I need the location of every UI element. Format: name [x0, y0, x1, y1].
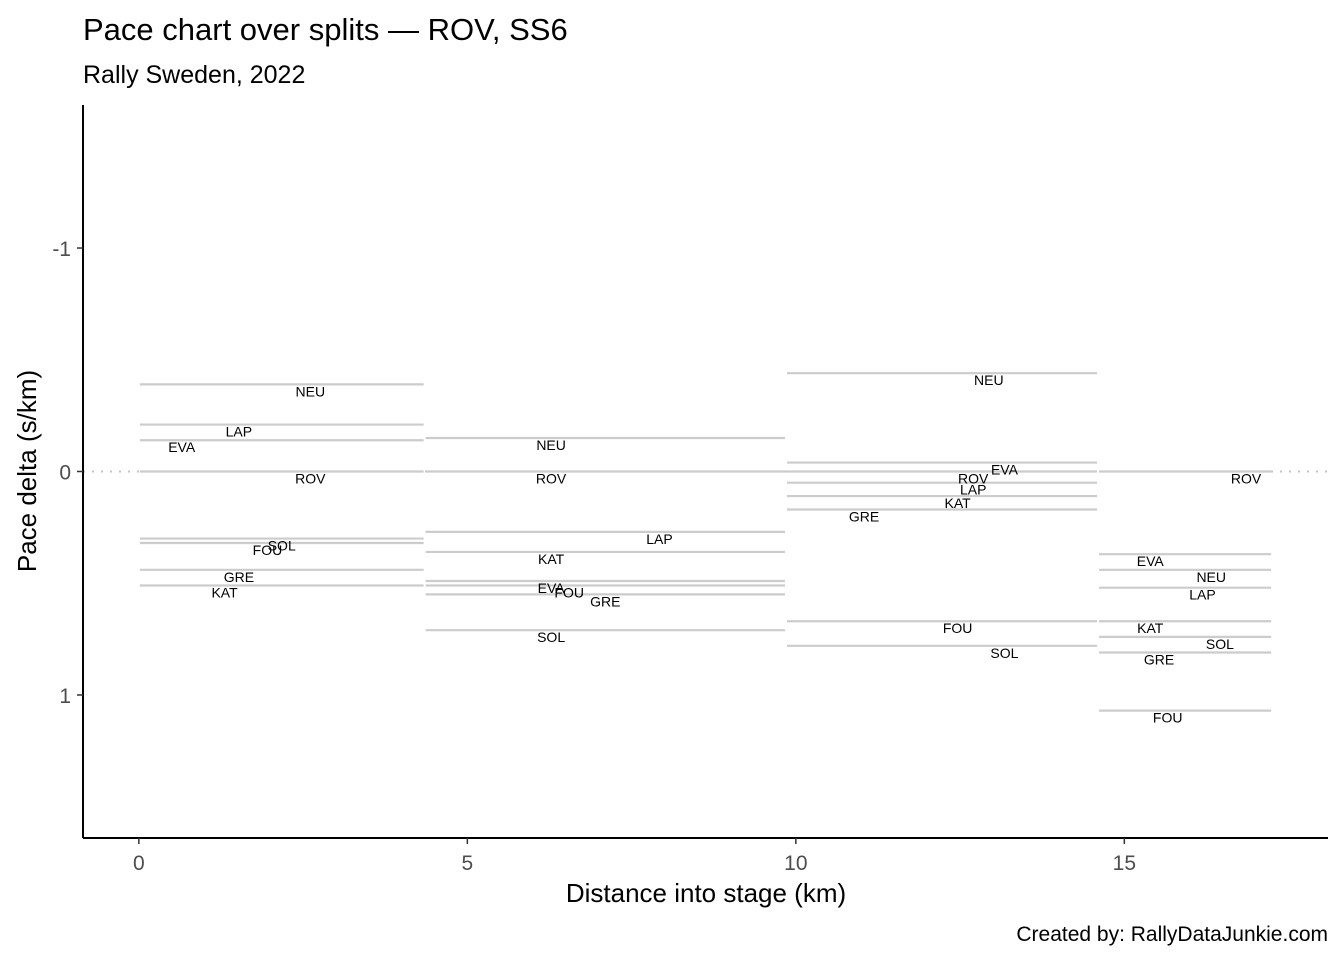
driver-label-sol-split-4: SOL	[1206, 636, 1234, 652]
driver-label-sol-split-2: SOL	[537, 629, 565, 645]
driver-label-gre-split-2: GRE	[590, 593, 620, 609]
y-tick-label: 0	[59, 462, 71, 485]
chart-title: Pace chart over splits — ROV, SS6	[83, 12, 568, 47]
driver-label-lap-split-3: LAP	[960, 482, 986, 498]
driver-label-eva-split-3: EVA	[991, 462, 1019, 478]
driver-label-neu-split-1: NEU	[296, 383, 326, 399]
driver-label-eva-split-2: EVA	[538, 580, 566, 596]
y-tick-label: -1	[52, 238, 71, 261]
x-tick-label: 10	[784, 852, 807, 875]
chart-subtitle: Rally Sweden, 2022	[83, 61, 305, 89]
y-tick-label: 1	[59, 685, 71, 708]
driver-label-neu-split-2: NEU	[536, 437, 566, 453]
driver-label-kat-split-1: KAT	[211, 584, 238, 600]
driver-label-neu-split-4: NEU	[1196, 569, 1226, 585]
y-axis-title: Pace delta (s/km)	[12, 370, 42, 572]
driver-label-sol-split-3: SOL	[990, 645, 1018, 661]
x-tick-label: 0	[133, 852, 145, 875]
driver-label-fou-split-4: FOU	[1153, 710, 1183, 726]
driver-label-gre-split-3: GRE	[849, 508, 879, 524]
axes: 0 5 10 15 -1 0 1	[52, 238, 1136, 875]
driver-label-rov-split-1: ROV	[295, 471, 326, 487]
chart-caption: Created by: RallyDataJunkie.com	[1016, 923, 1328, 946]
driver-label-neu-split-3: NEU	[974, 372, 1004, 388]
x-tick-label: 5	[461, 852, 473, 875]
x-axis-title: Distance into stage (km)	[566, 878, 846, 908]
driver-label-lap-split-1: LAP	[226, 424, 252, 440]
driver-label-fou-split-3: FOU	[943, 620, 973, 636]
driver-label-kat-split-2: KAT	[538, 551, 565, 567]
driver-label-kat-split-3: KAT	[945, 495, 972, 511]
driver-label-eva-split-1: EVA	[168, 439, 196, 455]
driver-label-lap-split-2: LAP	[646, 531, 672, 547]
driver-label-fou-split-1: FOU	[253, 542, 283, 558]
driver-label-rov-split-4: ROV	[1231, 471, 1262, 487]
x-tick-label: 15	[1113, 852, 1136, 875]
driver-label-gre-split-1: GRE	[224, 569, 254, 585]
driver-label-gre-split-4: GRE	[1144, 652, 1174, 668]
driver-label-lap-split-4: LAP	[1189, 587, 1215, 603]
driver-label-eva-split-4: EVA	[1137, 553, 1165, 569]
driver-label-rov-split-3: ROV	[958, 471, 989, 487]
driver-label-sol-split-1: SOL	[268, 538, 296, 554]
driver-label-kat-split-4: KAT	[1137, 620, 1164, 636]
driver-label-rov-split-2: ROV	[536, 471, 567, 487]
driver-label-fou-split-2: FOU	[554, 584, 584, 600]
